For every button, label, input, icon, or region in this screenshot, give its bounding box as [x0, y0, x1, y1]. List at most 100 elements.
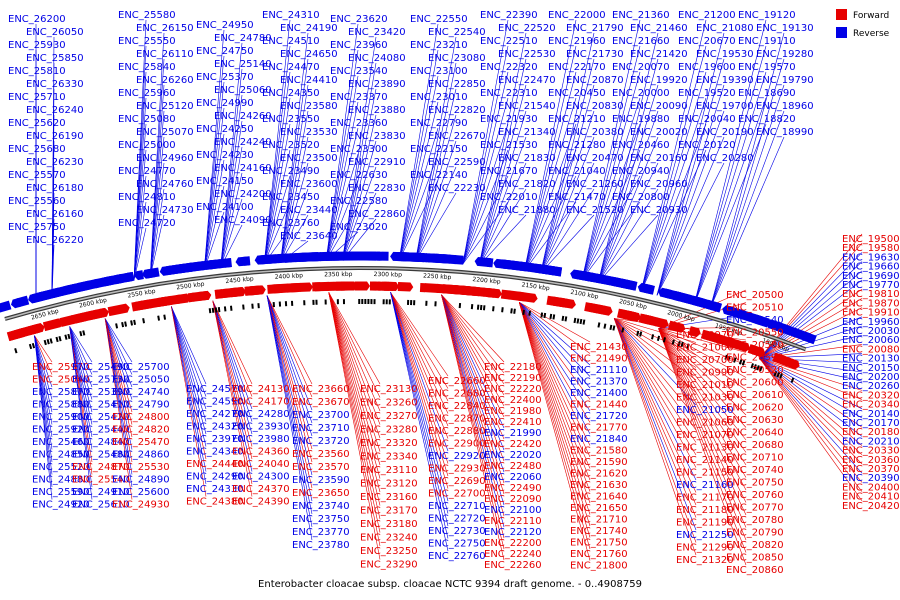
gene-label-reverse[interactable]: ENC_22140	[410, 170, 468, 181]
gene-label-reverse[interactable]: ENC_22310	[480, 88, 538, 99]
gene-label-reverse[interactable]: ENC_24990	[196, 98, 254, 109]
gene-label-reverse[interactable]: ENC_26050	[26, 27, 84, 38]
gene-label-reverse[interactable]: ENC_21400	[570, 388, 628, 399]
gene-label-reverse[interactable]: ENC_19920	[630, 75, 688, 86]
gene-label-reverse[interactable]: ENC_24650	[280, 49, 338, 60]
gene-label-forward[interactable]: ENC_21140	[676, 455, 734, 466]
gene-label-forward[interactable]: ENC_21630	[570, 480, 628, 491]
gene-label-reverse[interactable]: ENC_22230	[428, 183, 486, 194]
gene-label-reverse[interactable]: ENC_25370	[196, 72, 254, 83]
gene-label-reverse[interactable]: ENC_25590	[32, 487, 90, 498]
gene-label-forward[interactable]: ENC_20970	[676, 330, 734, 341]
gene-label-reverse[interactable]: ENC_22750	[428, 539, 486, 550]
gene-label-forward[interactable]: ENC_20630	[726, 415, 784, 426]
gene-label-forward[interactable]: ENC_20370	[842, 464, 900, 475]
gene-label-reverse[interactable]: ENC_24150	[196, 176, 254, 187]
gene-label-forward[interactable]: ENC_20990	[676, 368, 734, 379]
gene-label-reverse[interactable]: ENC_21660	[612, 36, 670, 47]
gene-label-forward[interactable]: ENC_23170	[360, 506, 418, 517]
gene-label-reverse[interactable]: ENC_23970	[186, 434, 244, 445]
gene-label-forward[interactable]: ENC_19810	[842, 289, 900, 300]
gene-label-reverse[interactable]: ENC_20060	[842, 335, 900, 346]
gene-label-reverse[interactable]: ENC_24910	[72, 487, 130, 498]
gene-label-reverse[interactable]: ENC_21930	[480, 114, 538, 125]
gene-label-reverse[interactable]: ENC_25840	[118, 62, 176, 73]
gene-label-reverse[interactable]: ENC_23360	[330, 118, 388, 129]
gene-label-reverse[interactable]: ENC_23780	[292, 540, 350, 551]
gene-label-reverse[interactable]: ENC_23520	[262, 140, 320, 151]
gene-label-reverse[interactable]: ENC_21730	[566, 49, 624, 60]
gene-label-reverse[interactable]: ENC_24350	[262, 88, 320, 99]
gene-label-reverse[interactable]: ENC_21250	[676, 530, 734, 541]
gene-label-reverse[interactable]: ENC_19120	[738, 10, 796, 21]
gene-label-reverse[interactable]: ENC_23890	[348, 79, 406, 90]
gene-label-forward[interactable]: ENC_20580	[726, 340, 784, 351]
gene-label-reverse[interactable]: ENC_24570	[186, 384, 244, 395]
gene-label-reverse[interactable]: ENC_23420	[348, 27, 406, 38]
gene-label-reverse[interactable]: ENC_24200	[214, 189, 272, 200]
gene-label-forward[interactable]: ENC_22880	[428, 426, 486, 437]
gene-label-forward[interactable]: ENC_25970	[32, 362, 90, 373]
gene-label-reverse[interactable]: ENC_25570	[8, 170, 66, 181]
gene-label-reverse[interactable]: ENC_23930	[232, 422, 290, 433]
gene-label-forward[interactable]: ENC_20770	[726, 503, 784, 514]
gene-label-reverse[interactable]: ENC_26160	[26, 209, 84, 220]
gene-label-reverse[interactable]: ENC_24920	[32, 500, 90, 511]
gene-label-forward[interactable]: ENC_23120	[360, 479, 418, 490]
gene-label-forward[interactable]: ENC_21000	[676, 343, 734, 354]
gene-label-reverse[interactable]: ENC_20150	[842, 363, 900, 374]
gene-label-reverse[interactable]: ENC_24230	[196, 150, 254, 161]
gene-label-reverse[interactable]: ENC_20160	[630, 153, 688, 164]
gene-label-reverse[interactable]: ENC_23880	[348, 105, 406, 116]
gene-label-reverse[interactable]: ENC_19110	[738, 36, 796, 47]
gene-label-reverse[interactable]: ENC_23540	[330, 66, 388, 77]
gene-label-reverse[interactable]: ENC_18690	[738, 88, 796, 99]
gene-label-reverse[interactable]: ENC_20000	[612, 88, 670, 99]
gene-label-reverse[interactable]: ENC_25580	[118, 10, 176, 21]
gene-label-forward[interactable]: ENC_20510	[726, 303, 784, 314]
gene-label-reverse[interactable]: ENC_24280	[232, 409, 290, 420]
gene-label-forward[interactable]: ENC_20760	[726, 490, 784, 501]
gene-label-forward[interactable]: ENC_20740	[726, 465, 784, 476]
gene-label-reverse[interactable]: ENC_25810	[8, 66, 66, 77]
gene-label-reverse[interactable]: ENC_24750	[196, 46, 254, 57]
gene-label-forward[interactable]: ENC_21640	[570, 492, 628, 503]
gene-label-reverse[interactable]: ENC_25080	[118, 114, 176, 125]
gene-label-reverse[interactable]: ENC_25390	[72, 387, 130, 398]
gene-label-reverse[interactable]: ENC_24780	[214, 33, 272, 44]
gene-label-forward[interactable]: ENC_20360	[842, 455, 900, 466]
gene-label-reverse[interactable]: ENC_21260	[566, 179, 624, 190]
gene-label-forward[interactable]: ENC_20860	[726, 565, 784, 576]
gene-label-reverse[interactable]: ENC_23710	[292, 423, 350, 434]
gene-label-forward[interactable]: ENC_25040	[32, 375, 90, 386]
gene-label-reverse[interactable]: ENC_21040	[548, 166, 606, 177]
gene-label-reverse[interactable]: ENC_24790	[112, 400, 170, 411]
gene-label-reverse[interactable]: ENC_23720	[292, 436, 350, 447]
gene-label-reverse[interactable]: ENC_24270	[186, 409, 244, 420]
gene-label-forward[interactable]: ENC_21760	[570, 549, 628, 560]
gene-label-forward[interactable]: ENC_20330	[842, 446, 900, 457]
gene-label-forward[interactable]: ENC_22680	[428, 389, 486, 400]
gene-label-forward[interactable]: ENC_22870	[428, 414, 486, 425]
gene-label-reverse[interactable]: ENC_25870	[32, 387, 90, 398]
gene-label-reverse[interactable]: ENC_25060	[214, 85, 272, 96]
gene-label-reverse[interactable]: ENC_24960	[136, 153, 194, 164]
gene-label-reverse[interactable]: ENC_25550	[118, 36, 176, 47]
gene-label-reverse[interactable]: ENC_25050	[112, 375, 170, 386]
gene-label-forward[interactable]: ENC_19910	[842, 308, 900, 319]
gene-label-reverse[interactable]: ENC_26150	[136, 23, 194, 34]
gene-label-reverse[interactable]: ENC_25620	[8, 118, 66, 129]
gene-label-forward[interactable]: ENC_21770	[570, 423, 628, 434]
gene-label-reverse[interactable]: ENC_19130	[756, 23, 814, 34]
gene-label-reverse[interactable]: ENC_23770	[292, 527, 350, 538]
gene-label-reverse[interactable]: ENC_20040	[678, 114, 736, 125]
gene-label-forward[interactable]: ENC_23290	[360, 560, 418, 571]
gene-label-reverse[interactable]: ENC_25490	[72, 362, 130, 373]
gene-label-reverse[interactable]: ENC_25070	[136, 127, 194, 138]
gene-label-reverse[interactable]: ENC_21110	[570, 365, 628, 376]
gene-label-forward[interactable]: ENC_24040	[232, 459, 290, 470]
gene-label-reverse[interactable]: ENC_24880	[32, 475, 90, 486]
gene-label-reverse[interactable]: ENC_21960	[548, 36, 606, 47]
gene-label-forward[interactable]: ENC_21030	[676, 393, 734, 404]
gene-label-reverse[interactable]: ENC_23830	[348, 131, 406, 142]
